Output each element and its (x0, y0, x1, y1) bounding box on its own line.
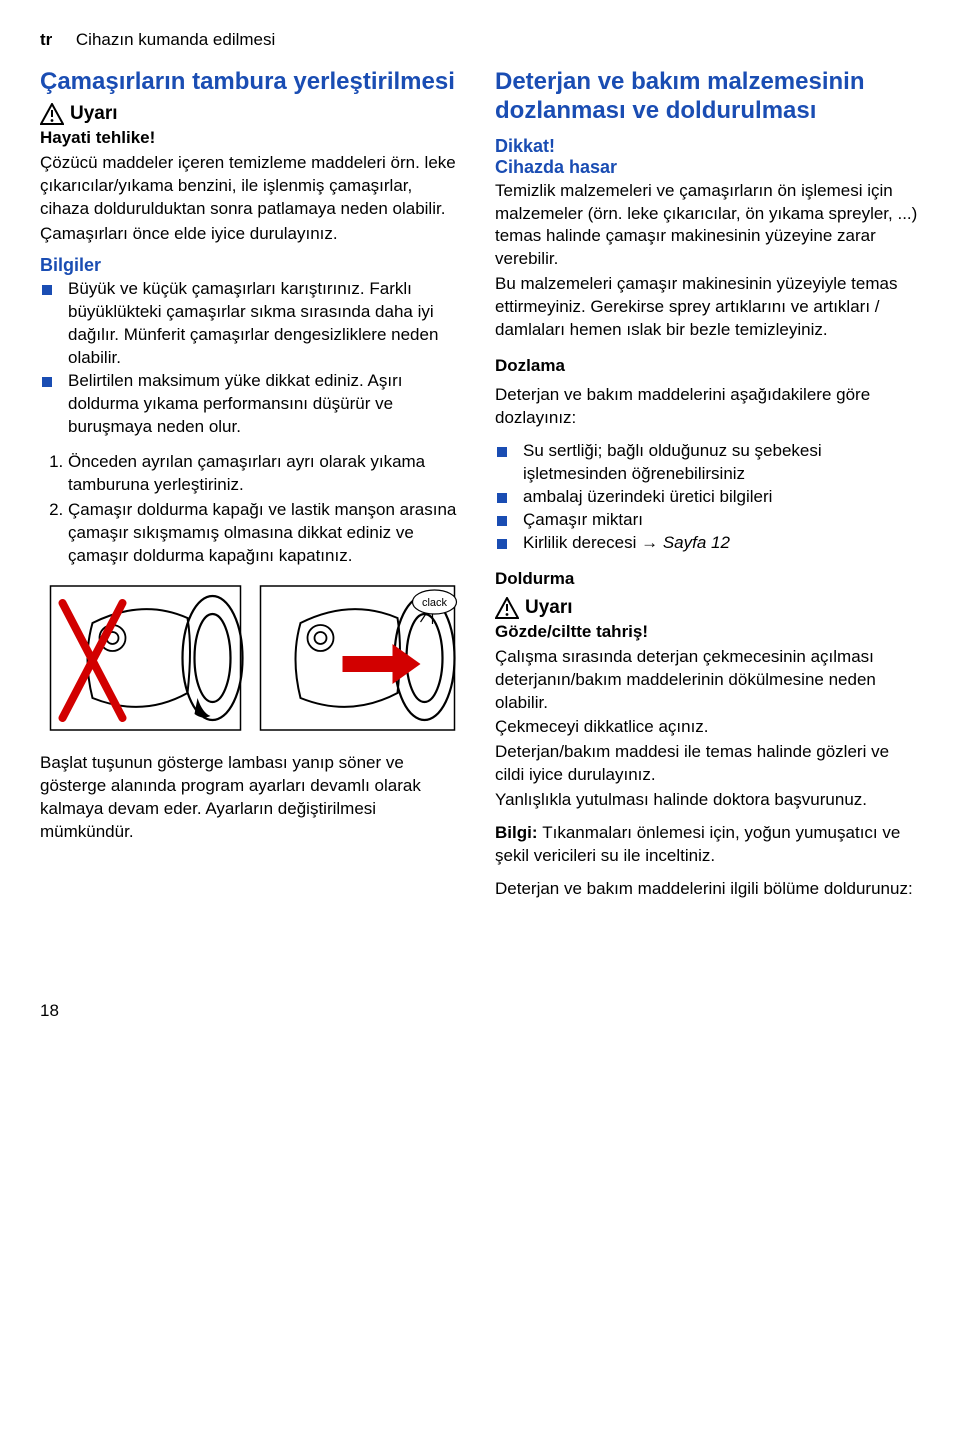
page: tr Cihazın kumanda edilmesi Çamaşırların… (0, 0, 960, 1041)
list-item: ambalaj üzerindeki üretici bilgileri (495, 486, 920, 509)
ref-page: Sayfa 12 (658, 533, 730, 552)
dikkat-body: Temizlik malzemeleri ve çamaşırların ön … (495, 180, 920, 272)
columns: Çamaşırların tambura yerleştirilmesi Uya… (40, 68, 920, 911)
warning-line-2: Uyarı (495, 597, 920, 619)
info-head: Bilgiler (40, 255, 465, 276)
right-title: Deterjan ve bakım malzemesinin dozlanmas… (495, 68, 920, 126)
warning-line: Uyarı (40, 103, 465, 125)
list-item: Büyük ve küçük çamaşırları karıştırınız.… (40, 278, 465, 370)
dozlama-intro: Deterjan ve bakım maddelerini aşağıdakil… (495, 384, 920, 430)
warning-body-r2: Çekmeceyi dikkatlice açınız. (495, 716, 920, 739)
dozlama-head: Dozlama (495, 356, 920, 376)
warning-body: Çözücü maddeler içeren temizleme maddele… (40, 152, 465, 221)
warning-head-2: Gözde/ciltte tahriş! (495, 621, 920, 644)
warning-body2: Çamaşırları önce elde iyice durulayınız. (40, 223, 465, 246)
list-item: Çamaşır miktarı (495, 509, 920, 532)
bilgi-body: Tıkanmaları önlemesi için, yoğun yumuşat… (495, 823, 900, 865)
section-title: Cihazın kumanda edilmesi (76, 30, 275, 49)
warning-triangle-icon (40, 103, 64, 125)
dikkat-head: Dikkat! (495, 136, 920, 157)
warning-head: Hayati tehlike! (40, 127, 465, 150)
warning-label: Uyarı (70, 103, 118, 125)
ref-pre: Kirlilik derecesi (523, 533, 641, 552)
list-item: Önceden ayrılan çamaşırları ayrı olarak … (68, 451, 465, 497)
warning-body-r3: Deterjan/bakım maddesi ile temas halinde… (495, 741, 920, 787)
doldurma-head: Doldurma (495, 569, 920, 589)
arrow-icon: → (641, 533, 658, 552)
list-item: Su sertliği; bağlı olduğunuz su şebekesi… (495, 440, 920, 486)
list-item: Belirtilen maksimum yüke dikkat ediniz. … (40, 370, 465, 439)
list-item: Kirlilik derecesi → Sayfa 12 (495, 532, 920, 555)
after-text: Başlat tuşunun gösterge lambası yanıp sö… (40, 752, 465, 844)
bilgi-label: Bilgi: (495, 823, 542, 842)
dikkat-body2: Bu malzemeleri çamaşır makinesinin yüzey… (495, 273, 920, 342)
warning-triangle-icon (495, 597, 519, 619)
right-column: Deterjan ve bakım malzemesinin dozlanmas… (495, 68, 920, 911)
warning-body-r4: Yanlışlıkla yutulması halinde doktora ba… (495, 789, 920, 812)
clack-label: clack (422, 597, 448, 609)
washer-illustration: clack (40, 578, 465, 738)
dozlama-bullets: Su sertliği; bağlı olduğunuz su şebekesi… (495, 440, 920, 555)
warning-label-2: Uyarı (525, 597, 573, 619)
list-item: Çamaşır doldurma kapağı ve lastik manşon… (68, 499, 465, 568)
page-number: 18 (40, 1001, 920, 1021)
lang-code: tr (40, 30, 52, 49)
header: tr Cihazın kumanda edilmesi (40, 30, 920, 50)
info-bullets: Büyük ve küçük çamaşırları karıştırınız.… (40, 278, 465, 439)
left-title: Çamaşırların tambura yerleştirilmesi (40, 68, 465, 97)
dikkat-sub: Cihazda hasar (495, 157, 920, 178)
bilgi-block: Bilgi: Tıkanmaları önlemesi için, yoğun … (495, 822, 920, 868)
left-column: Çamaşırların tambura yerleştirilmesi Uya… (40, 68, 465, 911)
final-text: Deterjan ve bakım maddelerini ilgili böl… (495, 878, 920, 901)
warning-body-r1: Çalışma sırasında deterjan çekmecesinin … (495, 646, 920, 715)
steps-list: Önceden ayrılan çamaşırları ayrı olarak … (40, 451, 465, 568)
